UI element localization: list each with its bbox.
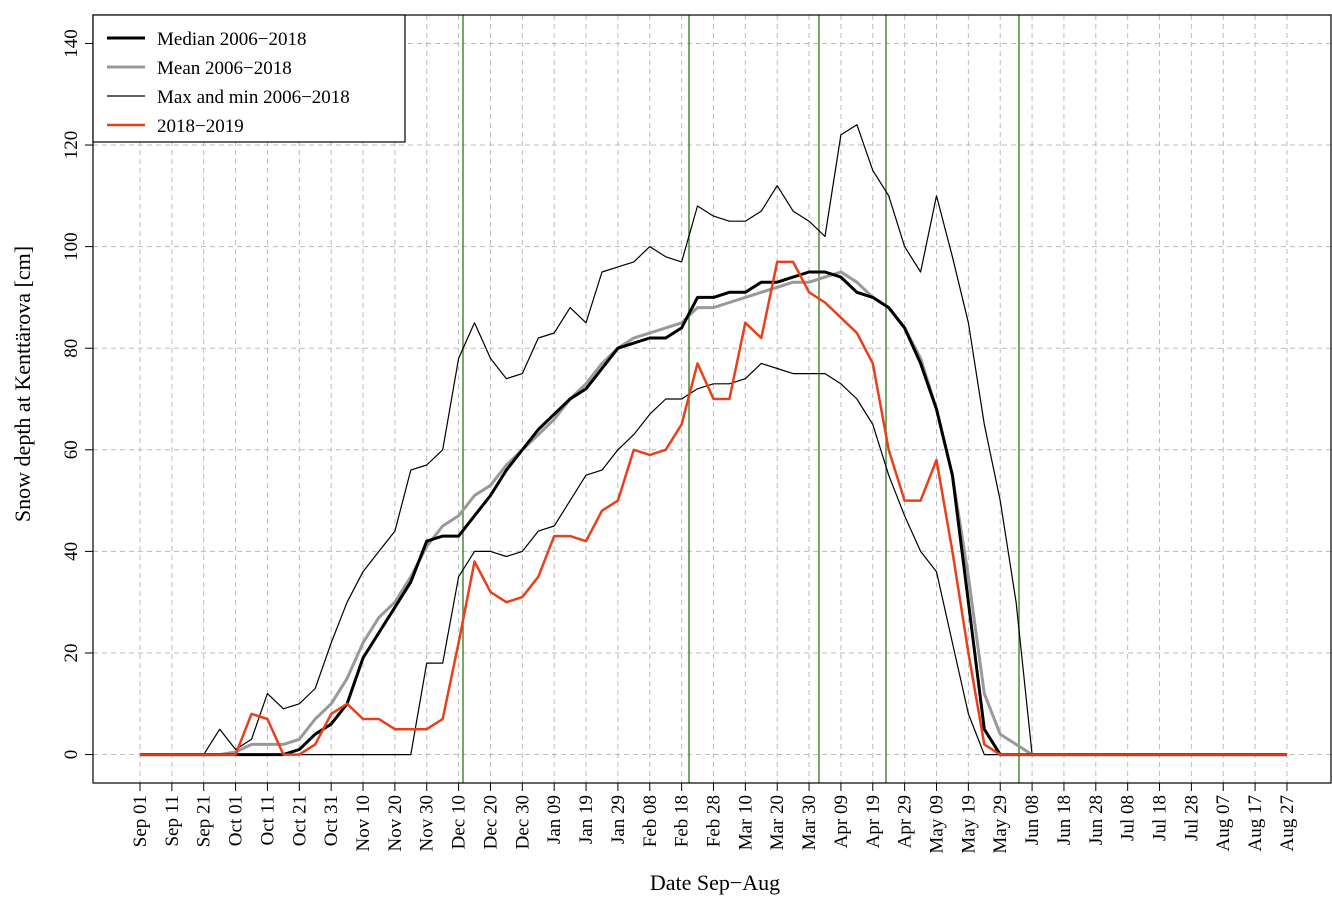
x-tick-label: May 19 bbox=[958, 795, 979, 854]
x-tick-label: Jan 19 bbox=[576, 795, 597, 844]
x-tick-label: Jan 29 bbox=[608, 795, 629, 844]
x-tick-label: Dec 20 bbox=[480, 795, 501, 849]
x-tick-label: Dec 30 bbox=[512, 795, 533, 849]
y-tick-label: 0 bbox=[61, 750, 82, 760]
x-tick-label: Mar 10 bbox=[735, 795, 756, 850]
x-tick-label: Feb 08 bbox=[640, 795, 661, 847]
x-tick-label: Oct 01 bbox=[226, 795, 247, 846]
legend-label: Median 2006−2018 bbox=[157, 29, 307, 50]
x-tick-label: Mar 30 bbox=[799, 795, 820, 850]
legend-label: Mean 2006−2018 bbox=[157, 58, 292, 79]
legend-label: Max and min 2006−2018 bbox=[157, 87, 350, 108]
x-tick-label: Sep 11 bbox=[162, 795, 183, 847]
legend-label: 2018−2019 bbox=[157, 116, 244, 137]
x-tick-label: Aug 07 bbox=[1213, 795, 1234, 851]
x-tick-label: May 29 bbox=[990, 795, 1011, 854]
x-tick-label: Jul 08 bbox=[1118, 795, 1139, 841]
x-tick-label: Sep 01 bbox=[130, 795, 151, 847]
x-tick-label: Jul 28 bbox=[1181, 795, 1202, 841]
y-tick-label: 140 bbox=[61, 29, 82, 58]
x-tick-label: May 09 bbox=[927, 795, 948, 854]
x-tick-label: Oct 21 bbox=[289, 795, 310, 846]
x-tick-label: Aug 17 bbox=[1245, 795, 1266, 851]
x-tick-label: Apr 09 bbox=[831, 795, 852, 848]
x-tick-label: Oct 11 bbox=[257, 795, 278, 845]
x-tick-label: Jun 08 bbox=[1022, 795, 1043, 845]
x-tick-label: Jun 18 bbox=[1054, 795, 1075, 845]
x-tick-label: Aug 27 bbox=[1277, 795, 1298, 851]
y-tick-label: 60 bbox=[61, 440, 82, 459]
x-tick-label: Sep 21 bbox=[194, 795, 215, 847]
x-axis-label: Date Sep−Aug bbox=[650, 870, 780, 895]
x-tick-label: Apr 29 bbox=[895, 795, 916, 848]
x-tick-label: Jul 18 bbox=[1150, 795, 1171, 841]
plot-frame bbox=[92, 14, 1332, 784]
x-tick-label: Jun 28 bbox=[1086, 795, 1107, 845]
x-tick-label: Jan 09 bbox=[544, 795, 565, 844]
x-tick-label: Oct 31 bbox=[321, 795, 342, 846]
x-tick-label: Mar 20 bbox=[767, 795, 788, 850]
x-tick-label: Nov 10 bbox=[353, 795, 374, 851]
x-tick-label: Feb 28 bbox=[703, 795, 724, 847]
x-tick-label: Feb 18 bbox=[672, 795, 693, 847]
x-tick-label: Dec 10 bbox=[449, 795, 470, 849]
y-tick-label: 40 bbox=[61, 542, 82, 561]
y-axis-label: Snow depth at Kenttärova [cm] bbox=[10, 246, 35, 522]
line bbox=[140, 260, 1287, 756]
y-tick-label: 20 bbox=[61, 643, 82, 662]
y-tick-label: 100 bbox=[61, 232, 82, 261]
x-tick-label: Apr 19 bbox=[863, 795, 884, 848]
x-tick-label: Nov 20 bbox=[385, 795, 406, 851]
y-tick-label: 120 bbox=[61, 131, 82, 160]
x-tick-label: Nov 30 bbox=[417, 795, 438, 851]
legend-box bbox=[92, 14, 406, 143]
y-tick-label: 80 bbox=[61, 339, 82, 358]
